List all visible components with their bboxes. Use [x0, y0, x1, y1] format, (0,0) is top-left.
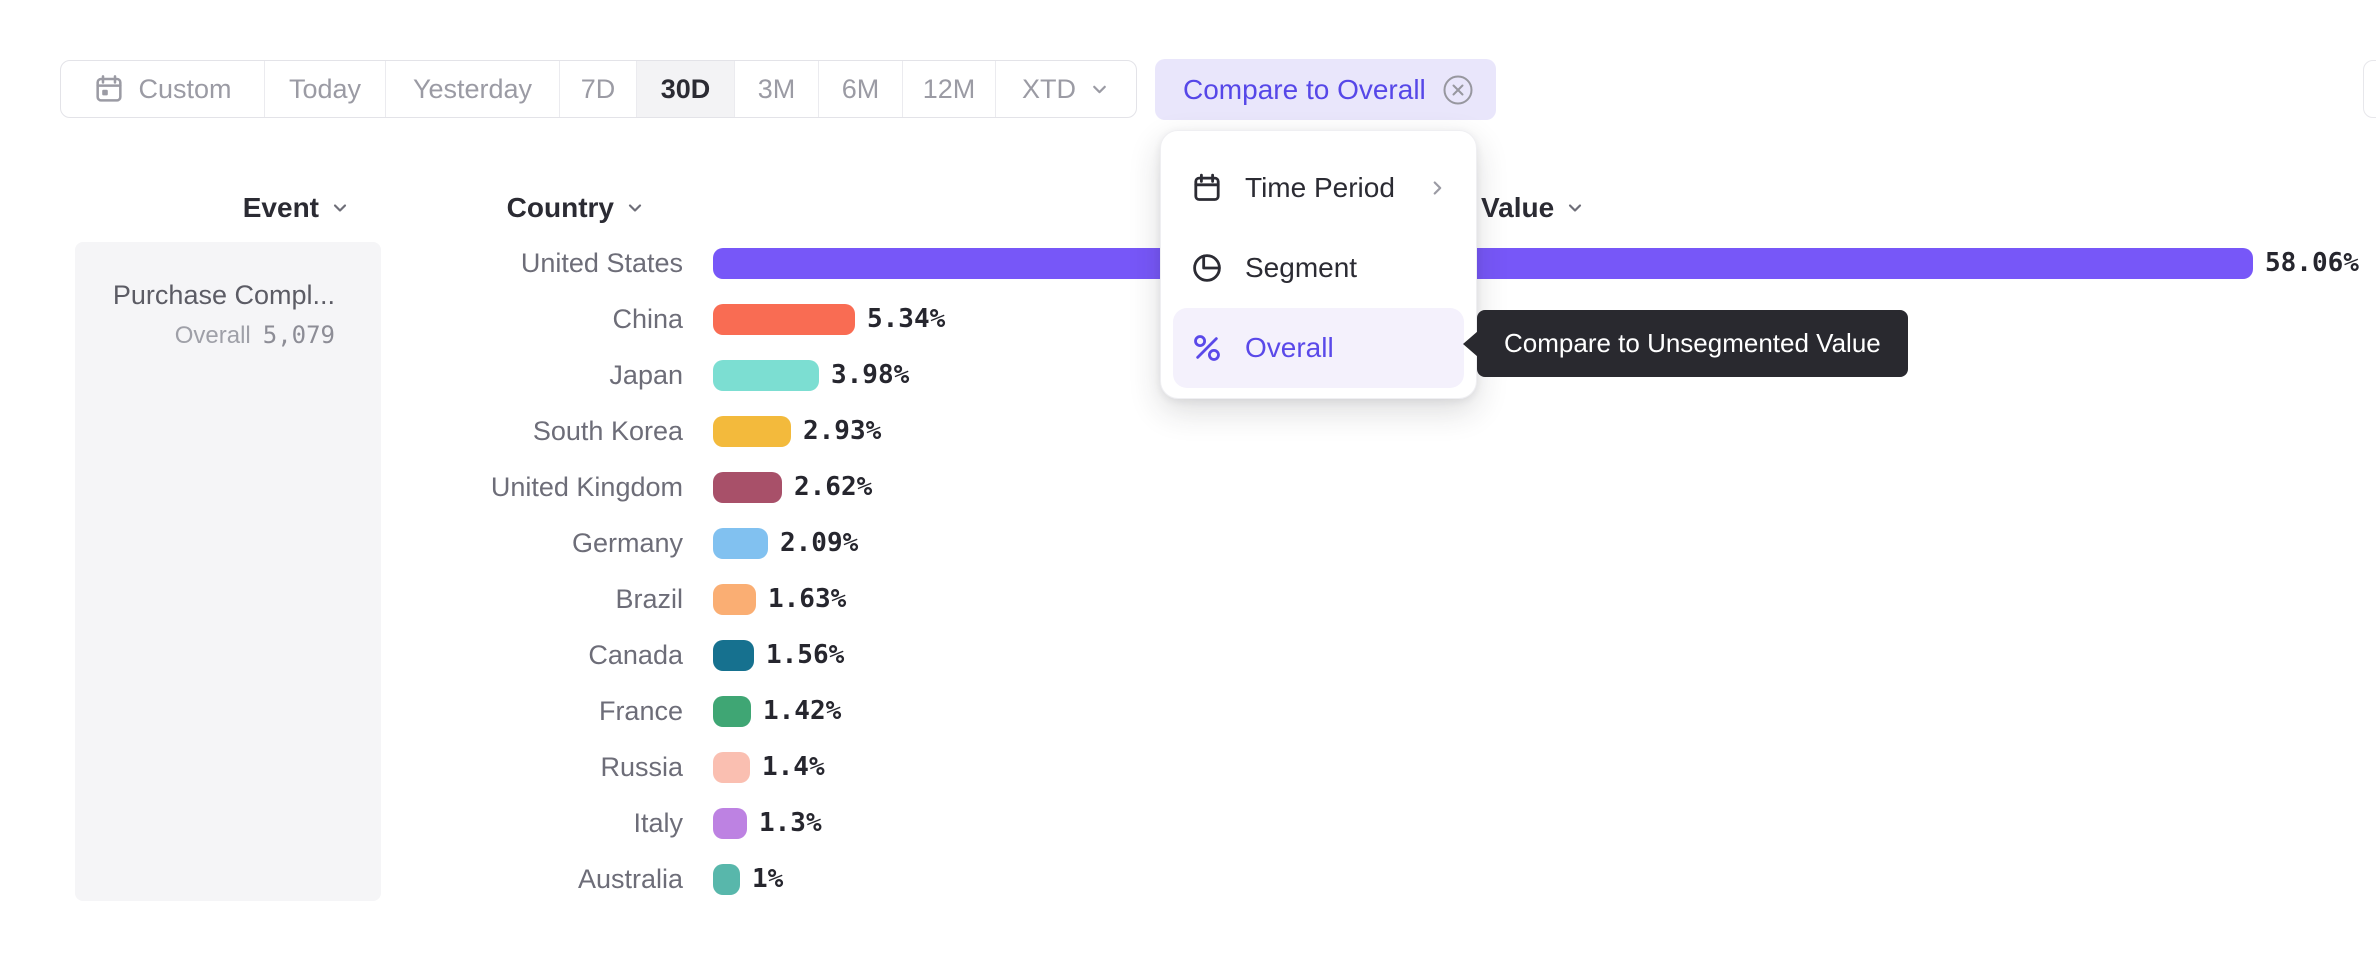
- bar-canada[interactable]: [713, 640, 754, 671]
- date-range-label: 30D: [660, 73, 711, 104]
- value-column-header-label: Value: [1481, 192, 1555, 223]
- bar-value-china: 5.34%: [867, 304, 946, 334]
- bar-value-united-kingdom: 2.62%: [794, 472, 873, 502]
- date-range-3m-button[interactable]: 3M: [735, 61, 819, 117]
- date-range-label: XTD: [1022, 73, 1076, 104]
- country-label-canada: Canada: [588, 640, 683, 670]
- tooltip-arrow-icon: [1463, 330, 1478, 357]
- date-range-today-button[interactable]: Today: [265, 61, 386, 117]
- date-range-label: 6M: [841, 73, 880, 104]
- bar-france[interactable]: [713, 696, 751, 727]
- bar-italy[interactable]: [713, 808, 747, 839]
- bar-brazil[interactable]: [713, 584, 756, 615]
- bar-russia[interactable]: [713, 752, 750, 783]
- country-column-header[interactable]: Country: [400, 191, 645, 225]
- menu-item-label: Overall: [1245, 332, 1334, 363]
- country-label-russia: Russia: [600, 752, 683, 782]
- chevron-down-icon: [1089, 79, 1110, 100]
- chevron-down-icon: [330, 198, 350, 218]
- tooltip-text: Compare to Unsegmented Value: [1504, 328, 1881, 358]
- percent-icon: [1191, 332, 1223, 364]
- compare-to-overall-label: Compare to Overall: [1183, 73, 1426, 105]
- country-label-france: France: [598, 696, 683, 726]
- calendar-icon: [1191, 172, 1223, 204]
- date-range-label: 7D: [580, 73, 616, 104]
- circle-x-icon[interactable]: [1442, 74, 1474, 106]
- menu-item-label: Segment: [1245, 252, 1358, 283]
- value-column-header[interactable]: Value: [1481, 191, 1585, 225]
- event-overall-row: Overall 5,079: [75, 321, 335, 350]
- country-label-australia: Australia: [577, 864, 683, 894]
- chevron-right-icon: [1426, 177, 1448, 199]
- event-name: Purchase Compl...: [112, 280, 335, 310]
- country-label-united-kingdom: United Kingdom: [490, 472, 683, 502]
- bar-value-japan: 3.98%: [831, 360, 910, 390]
- bar-germany[interactable]: [713, 528, 768, 559]
- overall-value: 5,079: [262, 321, 335, 349]
- bar-united-kingdom[interactable]: [713, 472, 782, 503]
- compare-dropdown-menu: Time Period Segment Overal: [1160, 130, 1477, 399]
- country-label-italy: Italy: [633, 808, 683, 838]
- event-column-header-label: Event: [242, 192, 319, 223]
- tooltip: Compare to Unsegmented Value: [1463, 310, 1908, 377]
- event-column-header[interactable]: Event: [75, 191, 350, 225]
- bar-value-australia: 1%: [752, 864, 784, 894]
- date-range-xtd-button[interactable]: XTD: [996, 61, 1136, 117]
- bar-china[interactable]: [713, 304, 855, 335]
- country-label-japan: Japan: [609, 360, 683, 390]
- event-panel-card[interactable]: Purchase Compl... Overall 5,079: [75, 242, 381, 901]
- date-range-label: 3M: [757, 73, 796, 104]
- date-range-toolbar: Custom Today Yesterday 7D 30D 3M 6M 12M …: [60, 60, 1137, 118]
- country-label-south-korea: South Korea: [532, 416, 683, 446]
- overall-label: Overall: [174, 322, 251, 349]
- country-label-united-states: United States: [520, 248, 683, 278]
- country-column-header-label: Country: [506, 192, 614, 223]
- bar-value-united-states: 58.06%: [2265, 248, 2359, 278]
- date-range-label: 12M: [922, 73, 976, 104]
- country-label-brazil: Brazil: [615, 584, 683, 614]
- bar-south-korea[interactable]: [713, 416, 791, 447]
- bar-value-france: 1.42%: [763, 696, 842, 726]
- menu-item-label: Time Period: [1245, 172, 1395, 203]
- bar-united-states[interactable]: [713, 248, 2253, 279]
- compare-to-overall-button[interactable]: Compare to Overall: [1155, 59, 1496, 120]
- menu-item-time-period[interactable]: Time Period: [1173, 148, 1464, 228]
- segment-icon: [1191, 252, 1223, 284]
- bar-value-brazil: 1.63%: [768, 584, 847, 614]
- date-range-label: Today: [288, 73, 362, 104]
- bar-value-italy: 1.3%: [759, 808, 822, 838]
- bar-value-germany: 2.09%: [780, 528, 859, 558]
- calendar-icon: [93, 73, 125, 105]
- menu-item-segment[interactable]: Segment: [1173, 228, 1464, 308]
- date-range-12m-button[interactable]: 12M: [903, 61, 996, 117]
- menu-item-overall[interactable]: Overall: [1173, 308, 1464, 388]
- bar-australia[interactable]: [713, 864, 740, 895]
- date-range-6m-button[interactable]: 6M: [819, 61, 903, 117]
- chevron-down-icon: [625, 198, 645, 218]
- bar-value-canada: 1.56%: [766, 640, 845, 670]
- cutoff-toolbar-pill[interactable]: [2363, 60, 2376, 118]
- country-label-germany: Germany: [571, 528, 683, 558]
- date-range-label: Yesterday: [412, 73, 533, 104]
- chevron-down-icon: [1565, 198, 1585, 218]
- country-label-china: China: [612, 304, 683, 334]
- date-range-label: Custom: [138, 73, 232, 104]
- bar-value-south-korea: 2.93%: [803, 416, 882, 446]
- date-range-custom-button[interactable]: Custom: [61, 61, 265, 117]
- bar-value-russia: 1.4%: [762, 752, 825, 782]
- date-range-7d-button[interactable]: 7D: [560, 61, 637, 117]
- date-range-yesterday-button[interactable]: Yesterday: [386, 61, 560, 117]
- bar-japan[interactable]: [713, 360, 819, 391]
- date-range-30d-button[interactable]: 30D: [637, 61, 735, 117]
